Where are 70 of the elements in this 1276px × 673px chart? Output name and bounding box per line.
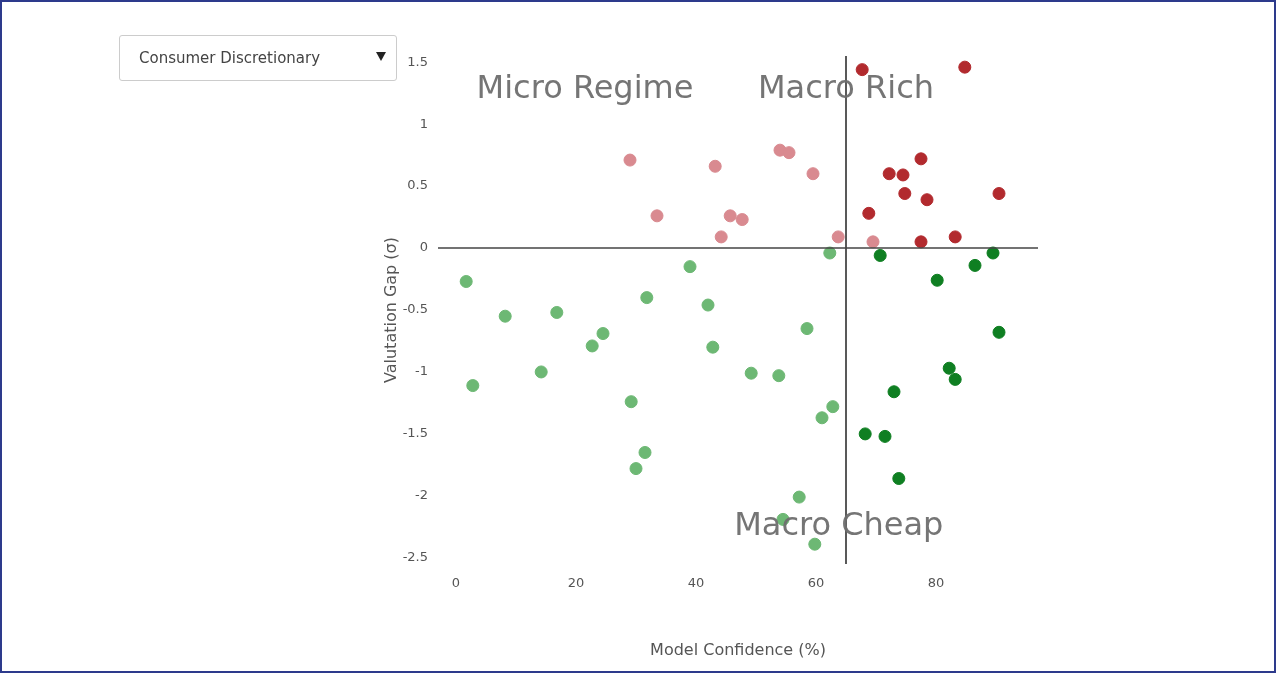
point [723, 209, 737, 223]
x-axis-title: Model Confidence (%) [650, 639, 826, 659]
point [887, 385, 901, 399]
point [992, 325, 1006, 339]
point [914, 235, 928, 249]
y-tick-label: -1 [415, 363, 428, 379]
point [708, 159, 722, 173]
point [806, 167, 820, 181]
point [650, 209, 664, 223]
point [878, 429, 892, 443]
y-tick-label: -1.5 [402, 425, 428, 441]
point [596, 327, 610, 341]
y-axis-title: Valutation Gap (σ) [380, 237, 400, 383]
point [534, 365, 548, 379]
point [498, 309, 512, 323]
point [992, 187, 1006, 201]
point [629, 462, 643, 476]
point [744, 366, 758, 380]
point [942, 361, 956, 375]
point [585, 339, 599, 353]
point [968, 258, 982, 272]
x-tick-label: 40 [687, 575, 705, 591]
point [624, 395, 638, 409]
point [892, 472, 906, 486]
point [898, 187, 912, 201]
point [459, 275, 473, 288]
point [866, 235, 880, 249]
point [914, 152, 928, 166]
point [638, 445, 652, 459]
y-tick-label: -0.5 [402, 301, 428, 317]
point [735, 213, 749, 227]
x-tick-label: 60 [807, 575, 825, 591]
y-tick-label: -2 [415, 487, 428, 503]
x-tick-label: 20 [567, 575, 585, 591]
point [701, 298, 715, 312]
point [862, 206, 876, 220]
point [792, 490, 806, 504]
point [948, 372, 962, 386]
point [714, 230, 728, 244]
point [782, 146, 796, 160]
y-tick-label: 0.5 [407, 177, 428, 193]
point [858, 427, 872, 441]
point [873, 248, 887, 262]
point [855, 63, 869, 77]
point [958, 60, 972, 74]
point [920, 193, 934, 207]
point [815, 411, 829, 425]
point [772, 369, 786, 383]
point [882, 167, 896, 181]
y-tick-label: 0 [419, 239, 428, 255]
point [706, 340, 720, 354]
point [930, 273, 944, 287]
y-tick-label: 1.5 [407, 53, 428, 69]
point [948, 230, 962, 244]
point [826, 400, 840, 414]
point [640, 291, 654, 305]
point [683, 260, 697, 274]
point [550, 305, 564, 319]
point [800, 322, 814, 336]
y-tick-label: -2.5 [402, 549, 428, 565]
dropdown: Consumer Discretionary [119, 35, 397, 81]
point [896, 168, 910, 182]
point [831, 230, 845, 244]
point [623, 153, 637, 167]
point [808, 537, 822, 551]
annotation: Micro Regime [476, 68, 694, 107]
y-tick-label: 1 [419, 115, 428, 131]
x-tick-label: 0 [451, 575, 461, 591]
point [466, 379, 480, 393]
x-tick-label: 80 [927, 575, 945, 591]
